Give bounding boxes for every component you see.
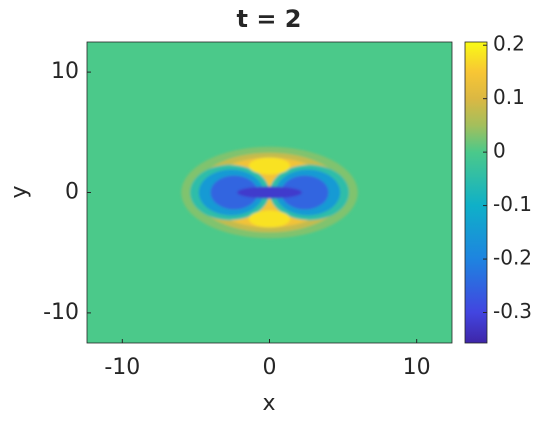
y-tick-label: 0 xyxy=(65,180,79,205)
plot-area xyxy=(87,42,452,343)
colorbar-tick-label: -0.3 xyxy=(493,299,532,323)
colorbar-tick-label: -0.2 xyxy=(493,246,532,270)
contour-region xyxy=(248,157,291,175)
contour-region xyxy=(248,210,291,228)
x-tick-label: -10 xyxy=(104,355,140,380)
y-tick-label: 10 xyxy=(51,59,79,84)
y-axis-label: y xyxy=(7,185,32,198)
contour-region xyxy=(210,175,258,210)
colorbar xyxy=(464,41,488,344)
colorbar-tick-label: 0 xyxy=(493,139,506,163)
colorbar-tick-label: 0.1 xyxy=(493,85,525,109)
field xyxy=(181,146,358,239)
contour-region xyxy=(237,186,302,199)
x-axis-label: x xyxy=(262,391,275,416)
chart-title: t = 2 xyxy=(237,5,302,33)
colorbar-tick-label: -0.1 xyxy=(493,192,532,216)
y-tick-label: -10 xyxy=(43,300,79,325)
x-tick-label: 10 xyxy=(403,355,431,380)
x-tick-label: 0 xyxy=(263,355,277,380)
colorbar-tick-label: 0.2 xyxy=(493,32,525,56)
contour-region xyxy=(281,175,329,210)
